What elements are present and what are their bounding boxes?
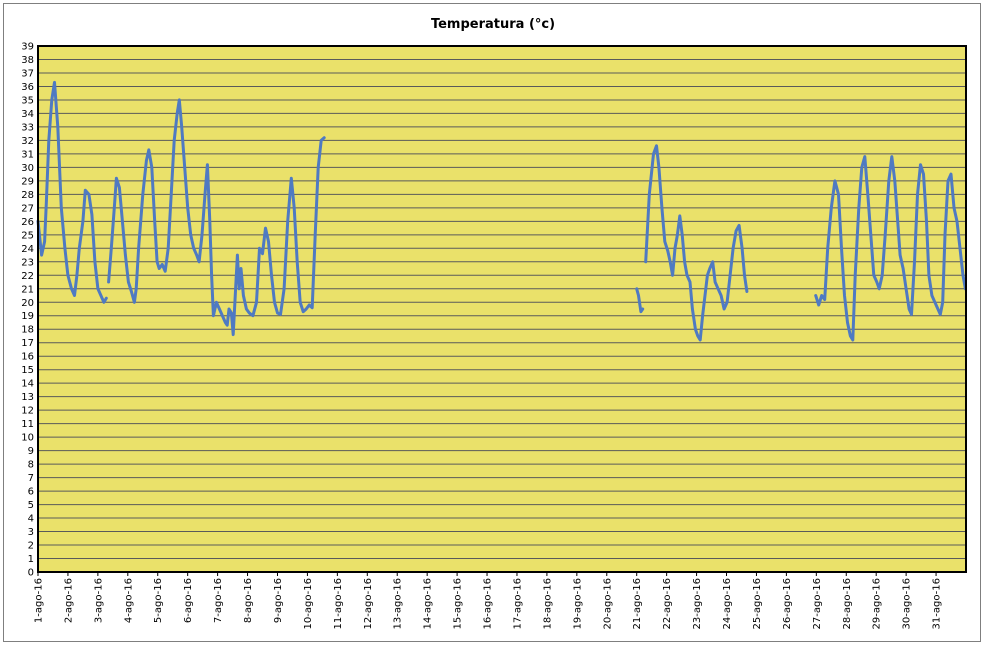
y-tick-label: 20: [21, 298, 34, 309]
x-tick-label: 17-ago-16: [512, 578, 523, 629]
y-tick-label: 10: [21, 433, 34, 444]
x-tick-label: 28-ago-16: [842, 578, 853, 629]
x-tick-label: 16-ago-16: [483, 578, 494, 629]
y-tick-label: 26: [21, 217, 34, 228]
y-tick-label: 12: [21, 406, 34, 417]
y-tick-label: 0: [28, 568, 34, 579]
x-tick-label: 2-ago-16: [63, 578, 74, 623]
x-tick-label: 20-ago-16: [602, 578, 613, 629]
y-tick-label: 7: [28, 473, 34, 484]
x-tick-label: 4-ago-16: [123, 578, 134, 623]
x-tick-label: 7-ago-16: [213, 578, 224, 623]
y-tick-label: 9: [28, 446, 34, 457]
x-tick-label: 23-ago-16: [692, 578, 703, 629]
x-tick-label: 18-ago-16: [542, 578, 553, 629]
x-tick-label: 6-ago-16: [183, 578, 194, 623]
x-tick-label: 26-ago-16: [782, 578, 793, 629]
y-tick-label: 37: [21, 68, 34, 79]
y-tick-label: 1: [28, 554, 34, 565]
y-tick-label: 3: [28, 527, 34, 538]
gridlines: [38, 58, 966, 560]
plot-area: [38, 46, 966, 572]
y-tick-label: 32: [21, 136, 34, 147]
y-tick-label: 36: [21, 82, 34, 93]
y-tick-label: 8: [28, 460, 34, 471]
y-axis-tick-labels: 0123456789101112131415161718192021222324…: [21, 42, 34, 579]
x-tick-label: 9-ago-16: [273, 578, 284, 623]
y-tick-label: 5: [28, 500, 34, 511]
x-tick-label: 27-ago-16: [812, 578, 823, 629]
y-tick-label: 14: [21, 379, 34, 390]
plot-border: [37, 45, 967, 573]
temperature-series: [36, 80, 967, 342]
y-tick-label: 30: [21, 163, 34, 174]
y-tick-label: 29: [21, 176, 34, 187]
y-tick-label: 34: [21, 109, 34, 120]
x-tick-label: 5-ago-16: [153, 578, 164, 623]
x-tick-label: 1-ago-16: [34, 578, 45, 623]
chart-title: Temperatura (°c): [431, 17, 555, 32]
x-tick-label: 31-ago-16: [932, 578, 943, 629]
x-tick-label: 25-ago-16: [752, 578, 763, 629]
x-tick-label: 13-ago-16: [393, 578, 404, 629]
x-tick-label: 22-ago-16: [662, 578, 673, 629]
x-tick-label: 21-ago-16: [632, 578, 643, 629]
y-tick-label: 16: [21, 352, 34, 363]
y-tick-label: 38: [21, 55, 34, 66]
y-tick-label: 22: [21, 271, 34, 282]
y-tick-label: 15: [21, 365, 34, 376]
y-tick-label: 28: [21, 190, 34, 201]
x-tick-label: 29-ago-16: [872, 578, 883, 629]
series-line-segment: [36, 80, 108, 304]
y-tick-label: 13: [21, 392, 34, 403]
x-tick-label: 10-ago-16: [303, 578, 314, 629]
x-tick-label: 19-ago-16: [572, 578, 583, 629]
x-tick-label: 30-ago-16: [902, 578, 913, 629]
series-line-segment: [635, 287, 645, 314]
y-tick-label: 35: [21, 95, 34, 106]
y-tick-label: 2: [28, 541, 34, 552]
x-tick-label: 8-ago-16: [243, 578, 254, 623]
y-tick-label: 17: [21, 338, 34, 349]
y-tick-label: 33: [21, 122, 34, 133]
y-tick-label: 6: [28, 487, 34, 498]
x-tick-label: 3-ago-16: [93, 578, 104, 623]
y-tick-label: 21: [21, 284, 34, 295]
y-tick-label: 24: [21, 244, 34, 255]
y-tick-label: 25: [21, 230, 34, 241]
y-tick-label: 31: [21, 149, 34, 160]
x-tick-label: 15-ago-16: [453, 578, 464, 629]
y-tick-label: 19: [21, 311, 34, 322]
series-line-segment: [814, 155, 967, 342]
y-tick-label: 39: [21, 42, 34, 53]
y-tick-label: 27: [21, 203, 34, 214]
x-axis-tick-labels: 1-ago-16 2-ago-16 3-ago-16 4-ago-16 5-ago-16…: [34, 572, 943, 629]
y-tick-label: 23: [21, 257, 34, 268]
x-tick-label: 12-ago-16: [363, 578, 374, 629]
series-line-segment: [644, 144, 749, 342]
x-tick-label: 24-ago-16: [722, 578, 733, 629]
x-tick-label: 11-ago-16: [333, 578, 344, 629]
y-tick-label: 18: [21, 325, 34, 336]
y-tick-label: 11: [21, 419, 34, 430]
x-tick-label: 14-ago-16: [423, 578, 434, 629]
series-line-segment: [107, 98, 326, 337]
y-tick-label: 4: [28, 514, 34, 525]
